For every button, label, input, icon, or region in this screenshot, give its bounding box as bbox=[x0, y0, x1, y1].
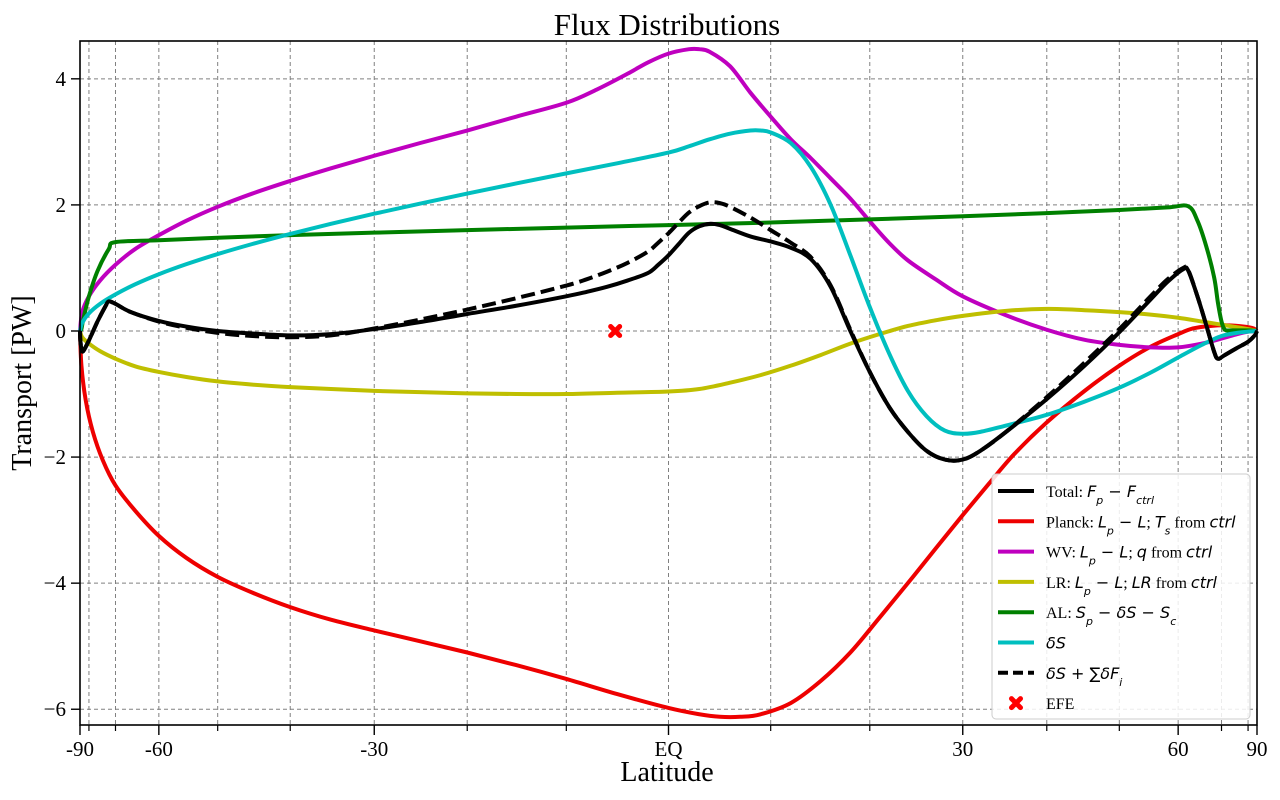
legend-label--s: δS bbox=[1046, 634, 1066, 653]
legend: Total: Fp − Fctrl Planck: Lp − L; Ts from… bbox=[991, 473, 1251, 720]
y-axis-ticks: −6 −4 −2 0 2 4 bbox=[44, 67, 80, 721]
legend-label-efe: EFE bbox=[1046, 696, 1074, 713]
legend-label-lr: LR: Lp − L; LR from ctrl bbox=[1046, 573, 1218, 598]
x-tick-label: -60 bbox=[145, 737, 173, 761]
legend-label-al: AL: Sp − δS − Sc bbox=[1046, 603, 1176, 628]
y-axis-label: Transport [PW] bbox=[7, 295, 38, 471]
x-tick-label: EQ bbox=[655, 737, 683, 761]
chart-title: Flux Distributions bbox=[554, 7, 781, 42]
efe-marker bbox=[608, 323, 623, 338]
x-tick-label: 60 bbox=[1168, 737, 1189, 761]
x-axis-ticks: -90 -60 -30 EQ 30 60 90 bbox=[66, 725, 1268, 761]
y-tick-label: −6 bbox=[44, 697, 66, 721]
legend-label-wv: WV: Lp − L; q from ctrl bbox=[1046, 543, 1213, 568]
y-tick-label: 4 bbox=[56, 67, 67, 91]
x-tick-label: -90 bbox=[66, 737, 94, 761]
marker-layer bbox=[608, 323, 623, 338]
legend-label-total: Total: Fp − Fctrl bbox=[1046, 482, 1154, 507]
y-tick-label: −4 bbox=[44, 571, 67, 595]
y-tick-label: −2 bbox=[44, 445, 66, 469]
legend-label--s-f-i: δS + ∑δFi bbox=[1046, 664, 1122, 689]
series-line-al bbox=[78, 203, 1258, 333]
series-line--s-f-i bbox=[78, 200, 1259, 463]
x-tick-label: 90 bbox=[1247, 737, 1268, 761]
y-tick-label: 2 bbox=[56, 193, 67, 217]
y-tick-label: 0 bbox=[56, 319, 67, 343]
legend-label-planck: Planck: Lp − L; Ts from ctrl bbox=[1046, 512, 1236, 537]
x-tick-label: -30 bbox=[360, 737, 388, 761]
series-line--s bbox=[78, 128, 1258, 436]
series-layer bbox=[78, 46, 1259, 720]
legend-box bbox=[991, 473, 1251, 720]
x-tick-label: 30 bbox=[952, 737, 973, 761]
x-axis-label: Latitude bbox=[620, 757, 713, 788]
legend-swatch-efe bbox=[1009, 696, 1023, 711]
series-line-wv bbox=[78, 46, 1258, 350]
